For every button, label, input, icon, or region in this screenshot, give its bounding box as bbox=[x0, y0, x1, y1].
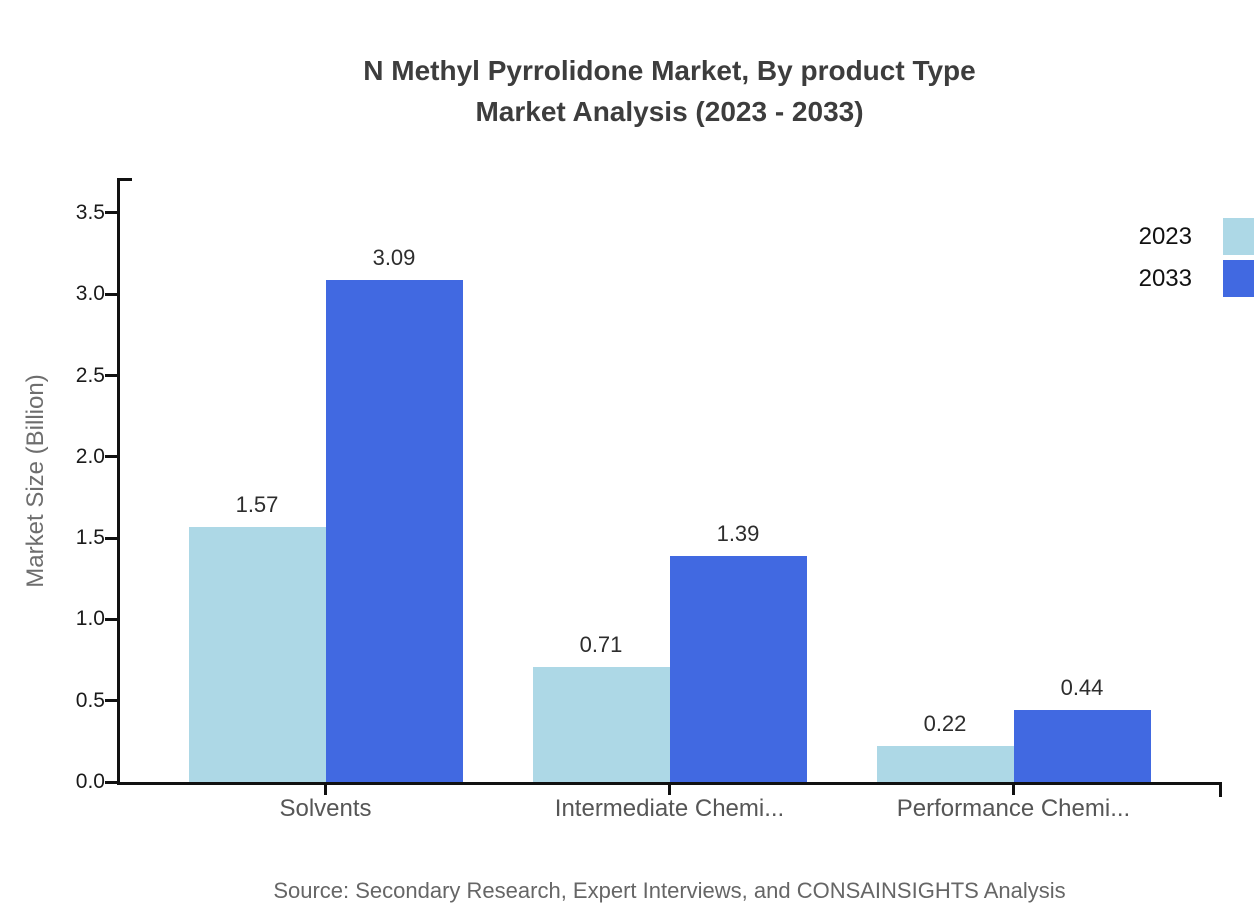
chart-title: N Methyl Pyrrolidone Market, By product … bbox=[118, 50, 1221, 132]
bar-2023-2 bbox=[532, 666, 670, 782]
y-tick-label: 1.0 bbox=[75, 607, 105, 631]
y-tick-mark bbox=[105, 292, 117, 296]
bar-value-label: 3.09 bbox=[372, 244, 416, 270]
legend-item-2033: 2033 bbox=[1139, 260, 1254, 297]
legend: 2023 2033 bbox=[1139, 218, 1254, 302]
y-tick-label: 3.5 bbox=[75, 200, 105, 224]
legend-item-2023: 2023 bbox=[1139, 218, 1254, 255]
y-tick-label: 1.5 bbox=[75, 526, 105, 550]
x-axis-end-cap bbox=[1219, 782, 1222, 797]
y-tick-mark bbox=[105, 617, 117, 621]
bar-2033-2 bbox=[669, 555, 807, 782]
chart-title-line2: Market Analysis (2023 - 2033) bbox=[475, 96, 864, 127]
y-tick-mark bbox=[105, 211, 117, 215]
bar-value-label: 0.22 bbox=[923, 711, 967, 737]
legend-label-2023: 2023 bbox=[1138, 222, 1192, 250]
chart-title-line1: N Methyl Pyrrolidone Market, By product … bbox=[363, 55, 976, 86]
source-note: Source: Secondary Research, Expert Inter… bbox=[273, 878, 1066, 903]
y-tick-mark bbox=[105, 455, 117, 459]
y-tick-label: 3.0 bbox=[75, 282, 105, 306]
y-tick-label: 2.5 bbox=[75, 363, 105, 387]
y-tick-mark bbox=[105, 536, 117, 540]
legend-swatch-2033 bbox=[1223, 260, 1254, 297]
x-category-label: Solvents bbox=[279, 795, 372, 822]
legend-label-2033: 2033 bbox=[1138, 264, 1192, 292]
bar-value-label: 0.44 bbox=[1060, 675, 1104, 701]
bar-2033-1 bbox=[325, 279, 463, 782]
y-tick-label: 0.0 bbox=[75, 770, 105, 793]
y-tick-label: 0.5 bbox=[75, 688, 105, 712]
y-tick-mark bbox=[105, 699, 117, 703]
x-category-label: Intermediate Chemi... bbox=[554, 795, 785, 822]
y-axis-line bbox=[117, 178, 120, 785]
x-tick-mark bbox=[668, 782, 671, 795]
y-tick-label: 2.0 bbox=[75, 444, 105, 468]
bar-value-label: 1.57 bbox=[235, 491, 279, 517]
legend-swatch-2023 bbox=[1223, 218, 1254, 255]
bar-value-label: 0.71 bbox=[579, 631, 623, 657]
bar-2033-3 bbox=[1013, 710, 1151, 782]
y-axis-top-cap bbox=[117, 178, 132, 181]
x-tick-mark bbox=[324, 782, 327, 795]
bar-2023-3 bbox=[876, 746, 1014, 782]
x-tick-mark bbox=[1012, 782, 1015, 795]
y-tick-mark bbox=[105, 374, 117, 377]
x-category-label: Performance Chemi... bbox=[896, 795, 1131, 822]
bar-2023-1 bbox=[188, 526, 326, 782]
bar-value-label: 1.39 bbox=[716, 520, 760, 546]
y-tick-mark bbox=[105, 780, 117, 784]
y-axis-title: Market Size (Billion) bbox=[22, 374, 49, 588]
